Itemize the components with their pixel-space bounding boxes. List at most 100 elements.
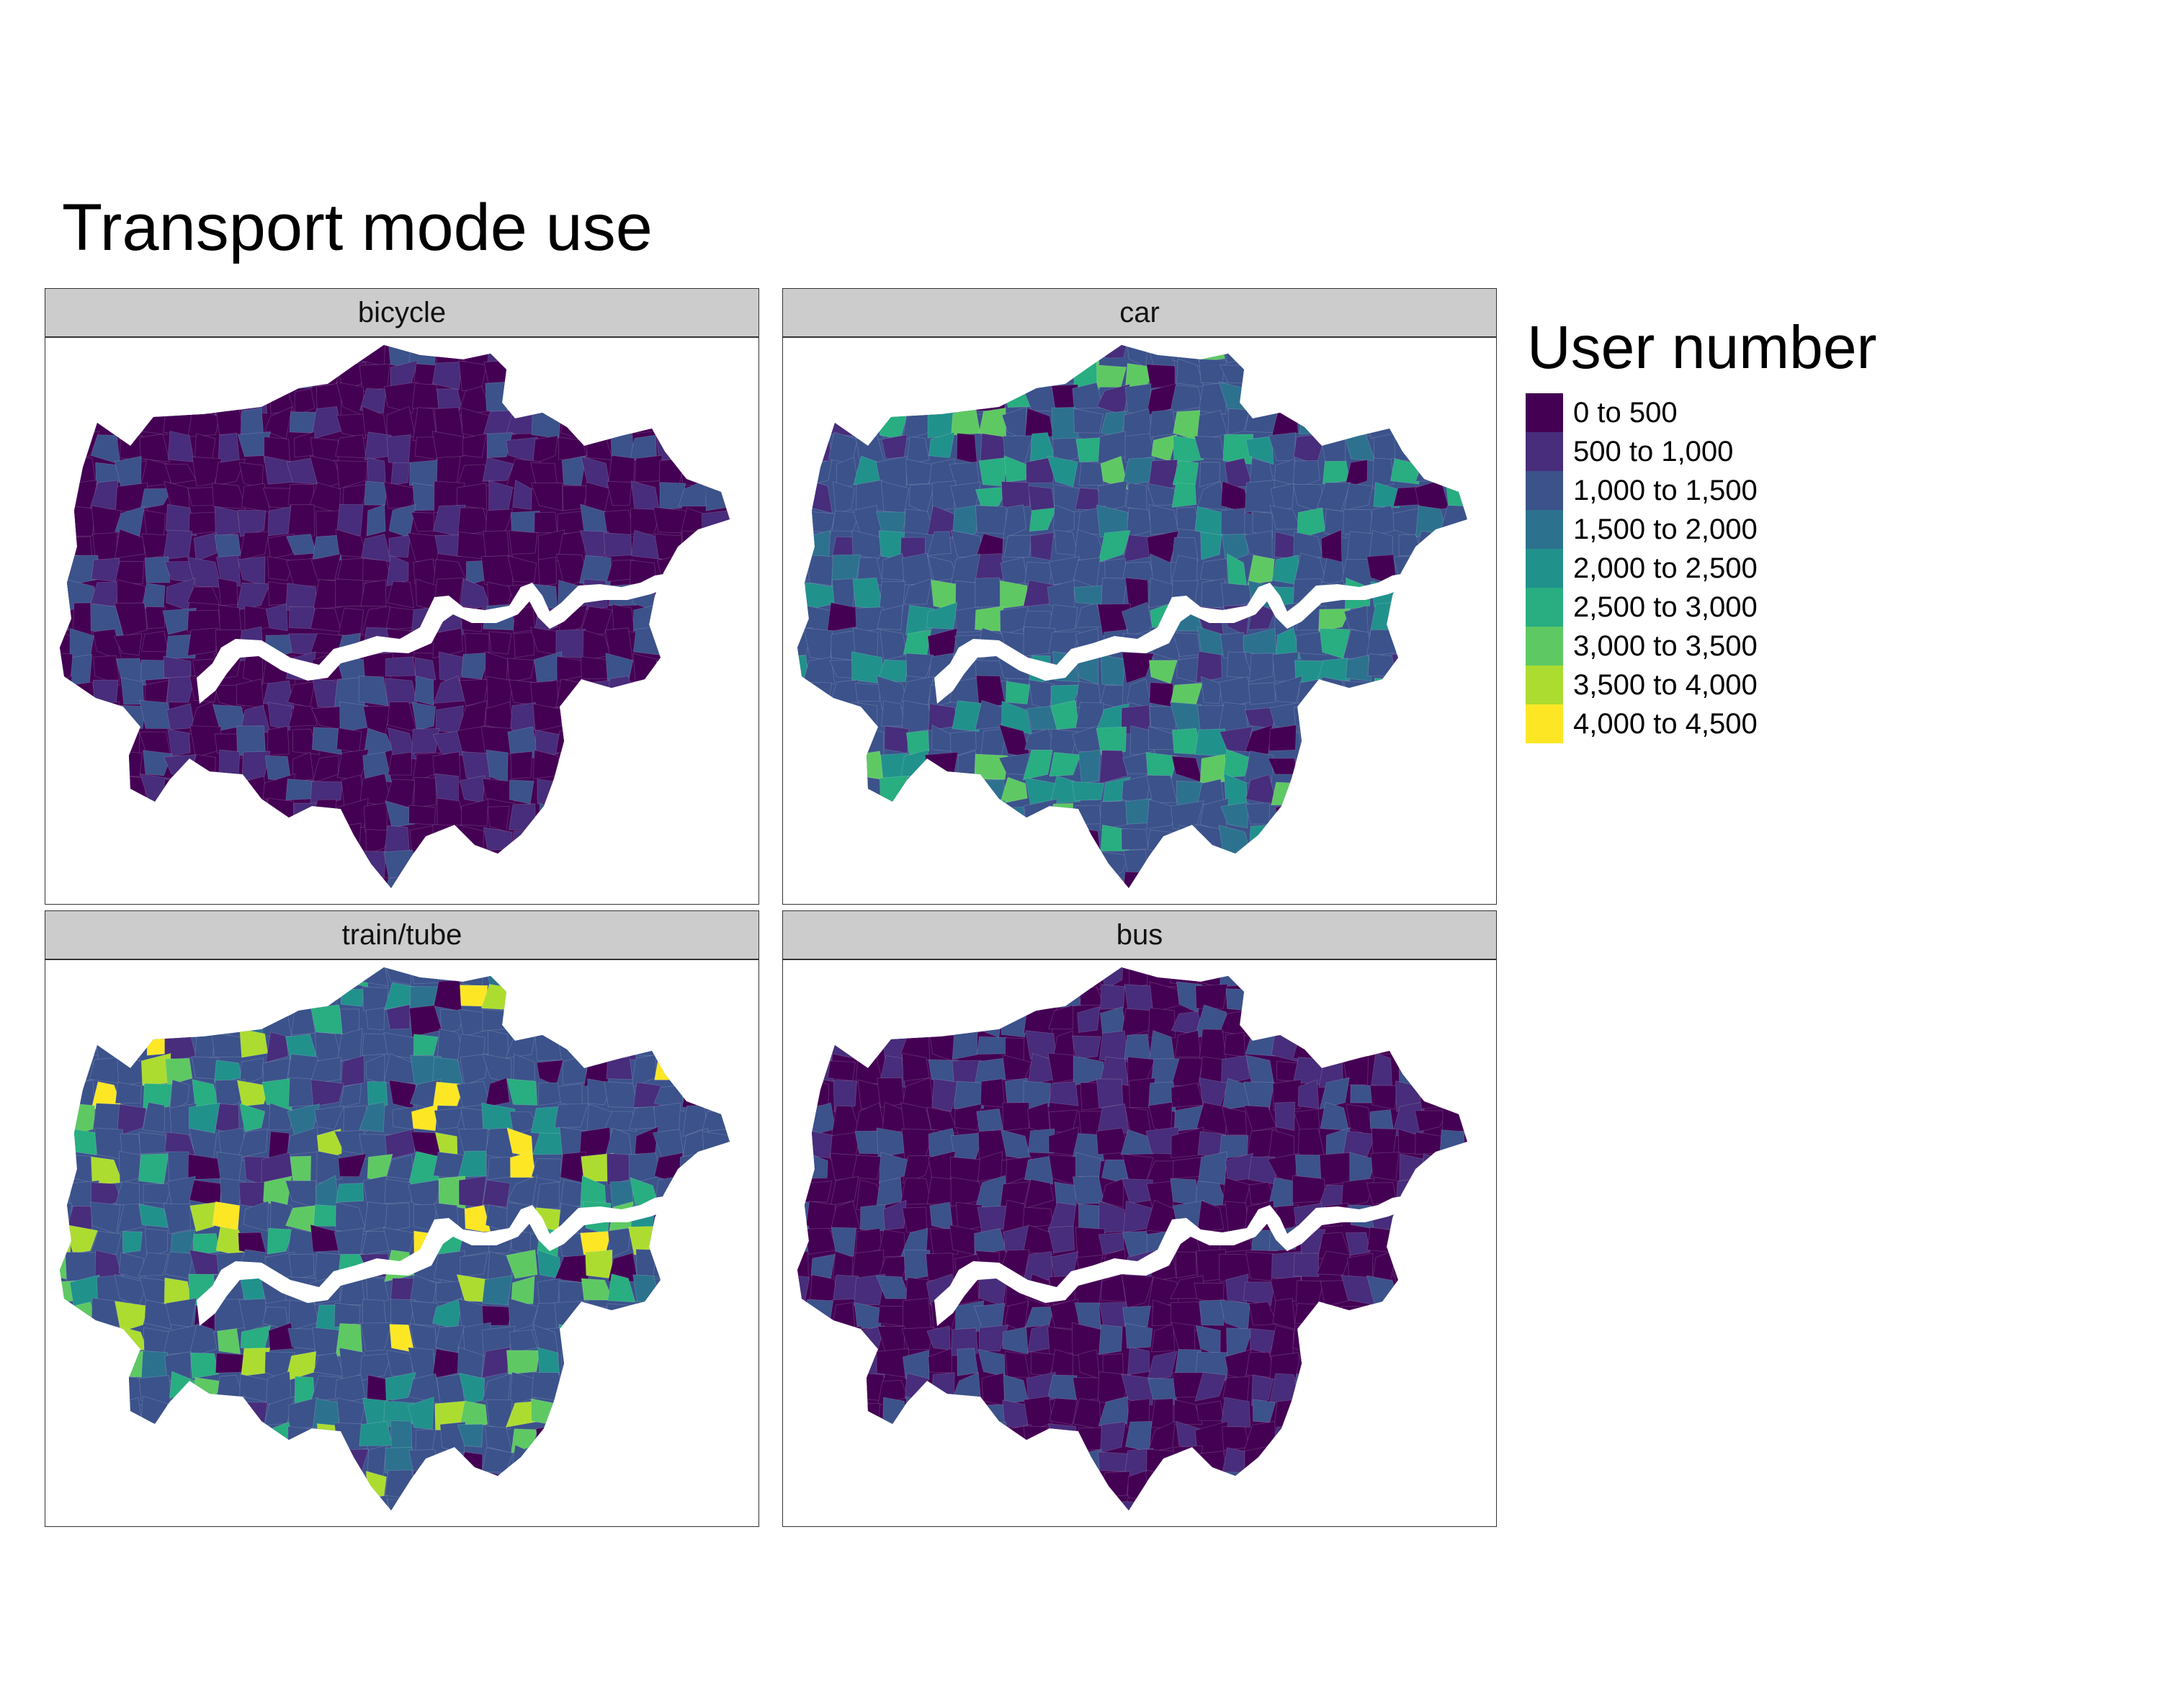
ward-polygon: [1145, 873, 1181, 888]
ward-polygon: [506, 967, 540, 989]
ward-polygon: [827, 1452, 858, 1474]
ward-polygon: [584, 753, 614, 780]
ward-polygon: [728, 900, 758, 904]
ward-polygon: [191, 1421, 219, 1449]
ward-polygon: [1438, 457, 1467, 485]
ward-polygon: [709, 1257, 730, 1283]
ward-polygon: [753, 338, 758, 367]
ward-polygon: [859, 1008, 881, 1036]
ward-polygon: [340, 988, 364, 1007]
ward-polygon: [560, 853, 590, 880]
ward-polygon: [1369, 967, 1400, 989]
ward-polygon: [1492, 1079, 1496, 1111]
ward-polygon: [1366, 902, 1398, 904]
ward-polygon: [459, 1519, 485, 1526]
ward-polygon: [1440, 1255, 1467, 1282]
ward-polygon: [531, 386, 564, 412]
ward-polygon: [581, 407, 614, 441]
ward-polygon: [561, 981, 586, 1008]
ward-polygon: [121, 1519, 141, 1526]
ward-polygon: [581, 773, 610, 807]
ward-polygon: [680, 705, 712, 729]
ward-polygon: [1296, 345, 1323, 362]
ward-polygon: [60, 435, 68, 462]
ward-polygon: [973, 1421, 1007, 1449]
ward-polygon: [1149, 504, 1179, 535]
ward-polygon: [434, 1493, 466, 1510]
ward-polygon: [115, 506, 146, 537]
ward-polygon: [584, 1374, 607, 1406]
ward-polygon: [1244, 358, 1277, 385]
ward-polygon: [1441, 702, 1467, 734]
ward-polygon: [1420, 967, 1449, 987]
ward-polygon: [1196, 1400, 1225, 1421]
ward-polygon: [238, 967, 267, 985]
ward-polygon: [1300, 852, 1326, 881]
ward-polygon: [901, 896, 927, 904]
ward-polygon: [926, 601, 958, 630]
ward-polygon: [610, 406, 630, 435]
facet-panel-train-tube: train/tube: [45, 910, 759, 1527]
ward-polygon: [1319, 967, 1351, 989]
ward-polygon: [460, 1253, 488, 1278]
ward-polygon: [1320, 872, 1349, 888]
ward-polygon: [1491, 1037, 1497, 1056]
ward-polygon: [1122, 1501, 1150, 1510]
ward-polygon: [952, 1497, 981, 1510]
ward-polygon: [854, 852, 885, 878]
ward-polygon: [73, 902, 99, 904]
ward-polygon: [630, 724, 662, 759]
ward-polygon: [1292, 460, 1320, 491]
ward-polygon: [219, 749, 241, 779]
ward-polygon: [580, 872, 613, 888]
ward-polygon: [657, 1030, 686, 1063]
ward-polygon: [243, 823, 267, 858]
ward-polygon: [1001, 345, 1027, 362]
ward-polygon: [1172, 1445, 1204, 1477]
ward-polygon: [456, 1080, 491, 1108]
ward-polygon: [607, 1227, 631, 1258]
ward-polygon: [703, 1005, 730, 1037]
ward-polygon: [703, 1474, 730, 1502]
ward-polygon: [1146, 799, 1179, 830]
ward-polygon: [64, 1224, 99, 1254]
ward-polygon: [928, 362, 953, 386]
ward-polygon: [1371, 776, 1395, 808]
ward-polygon: [951, 799, 975, 826]
ward-polygon: [955, 1477, 985, 1499]
ward-polygon: [706, 1201, 729, 1235]
map-frame-bus: [782, 959, 1497, 1527]
ward-polygon: [1465, 704, 1467, 730]
ward-polygon: [1271, 1469, 1298, 1500]
ward-polygon: [1247, 386, 1273, 416]
ward-polygon: [731, 852, 753, 878]
ward-polygon: [797, 1151, 810, 1185]
ward-polygon: [189, 967, 222, 990]
ward-polygon: [586, 802, 610, 832]
ward-polygon: [268, 1446, 294, 1472]
ward-polygon: [1464, 1348, 1467, 1381]
ward-polygon: [94, 822, 120, 857]
ward-polygon: [1391, 406, 1424, 434]
ward-polygon: [1466, 1233, 1467, 1253]
ward-polygon: [411, 1103, 439, 1132]
ward-polygon: [633, 1449, 660, 1475]
ward-polygon: [580, 829, 613, 854]
ward-polygon: [1448, 1201, 1467, 1234]
ward-polygon: [1373, 482, 1400, 509]
ward-polygon: [851, 830, 885, 855]
ward-polygon: [1318, 756, 1351, 777]
ward-polygon: [141, 1004, 169, 1036]
ward-polygon: [1395, 1396, 1424, 1426]
ward-polygon: [725, 1250, 730, 1277]
ward-polygon: [530, 680, 559, 709]
ward-polygon: [506, 408, 536, 434]
ward-polygon: [1075, 437, 1102, 463]
ward-polygon: [1001, 827, 1027, 856]
ward-polygon: [810, 1520, 835, 1526]
ward-polygon: [560, 1008, 588, 1030]
ward-polygon: [431, 1057, 464, 1086]
ward-polygon: [608, 748, 637, 782]
ward-polygon: [1368, 824, 1400, 855]
ward-polygon: [1047, 1374, 1078, 1405]
